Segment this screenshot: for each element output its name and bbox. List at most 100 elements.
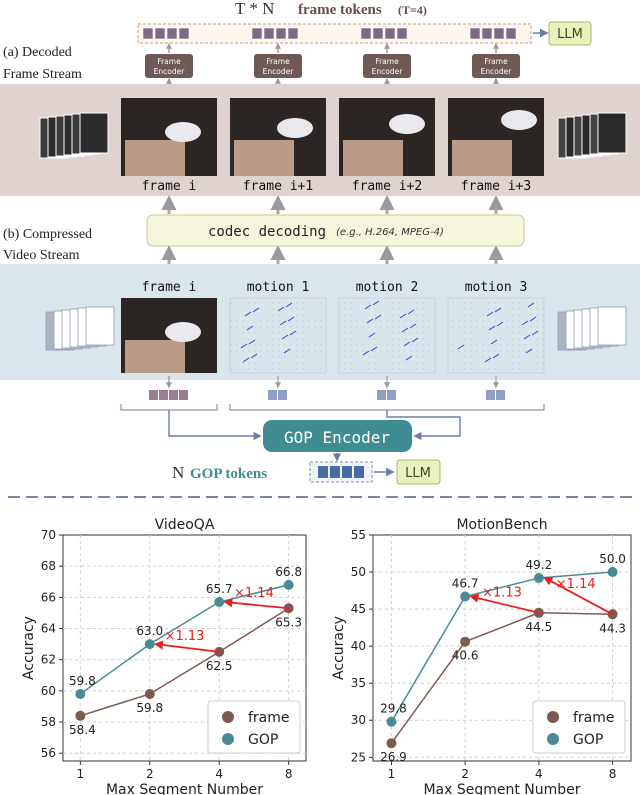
frame-token <box>287 27 299 40</box>
gop-encoder-label: GOP Encoder <box>284 428 390 447</box>
compressed-frame-label: motion 2 <box>356 280 419 295</box>
motion-vector <box>407 309 415 315</box>
motion-vector <box>244 311 252 317</box>
motion-token <box>387 390 396 400</box>
cup-shape <box>277 118 313 138</box>
decoded-stream-stacks <box>39 112 627 159</box>
data-label-GOP: 65.7 <box>206 582 233 596</box>
y-tick-label: 55 <box>351 528 366 542</box>
left-motion-stack-card <box>85 306 115 346</box>
series-line-frame <box>390 612 613 744</box>
data-label-GOP: 46.7 <box>452 577 479 591</box>
frame-token <box>263 27 275 40</box>
hand-shape <box>125 140 185 176</box>
y-tick-label: 62 <box>41 653 56 667</box>
data-label-frame: 62.5 <box>206 659 233 673</box>
compressed-frame-label: motion 1 <box>247 280 310 295</box>
y-tick-label: 60 <box>41 684 56 698</box>
legend-label-frame: frame <box>248 710 290 726</box>
llm-label-top: LLM <box>557 27 583 42</box>
motion-vector <box>277 306 285 312</box>
y-tick-label: 40 <box>351 639 366 653</box>
frame-token <box>178 27 190 40</box>
frame-token <box>251 27 263 40</box>
series-line-GOP <box>79 584 289 695</box>
frame-token <box>481 27 493 40</box>
improvement-label: ×1.14 <box>556 577 596 592</box>
series-line-GOP <box>390 571 613 723</box>
data-point-GOP <box>283 579 294 590</box>
frame-tokens-title: frame tokens <box>298 2 382 18</box>
gop-tokens-label: GOP tokens <box>190 466 267 482</box>
motion-vector <box>529 316 537 322</box>
motion-vector <box>399 313 407 319</box>
i-frame-token <box>149 390 158 400</box>
motion-vector-image <box>447 297 545 374</box>
y-tick-label: 45 <box>351 602 366 616</box>
data-label-frame: 44.5 <box>525 620 552 634</box>
improvement-arrow <box>153 640 220 653</box>
motion-vector <box>285 302 293 308</box>
frame-encoder-label-2: Encoder <box>372 67 404 76</box>
legend-label-GOP: GOP <box>573 732 603 748</box>
motion-vector <box>250 353 258 359</box>
frame-token <box>372 27 384 40</box>
frame-encoder-box <box>472 54 520 78</box>
chart-title: MotionBench <box>456 517 547 533</box>
improvement-arrow <box>543 577 613 616</box>
motion-vector <box>488 325 496 331</box>
motion-vector <box>496 321 504 327</box>
codec-decoding-box <box>146 214 525 247</box>
frame-token <box>360 27 372 40</box>
motion-vector <box>494 307 502 313</box>
y-axis-label: Accuracy <box>331 616 347 680</box>
right-motion-stack-card <box>597 306 627 346</box>
i-frame-token <box>169 390 178 400</box>
decoding-arrows <box>161 195 504 264</box>
legend-marker-GOP <box>222 733 234 745</box>
data-label-frame: 58.4 <box>69 723 96 737</box>
motion-vector <box>372 300 380 306</box>
section-b-line1: (b) Compressed <box>3 227 92 242</box>
motion-vector <box>283 348 291 354</box>
motion-vector <box>523 334 531 340</box>
codec-decoding-note: (e.g., H.264, MPEG-4) <box>336 227 444 238</box>
frame-token <box>154 27 166 40</box>
y-tick-label: 68 <box>41 559 56 573</box>
section-a-line2: Frame Stream <box>3 67 82 82</box>
data-point-GOP <box>144 639 155 650</box>
improvement-label: ×1.14 <box>234 586 274 601</box>
motion-vector <box>403 341 411 347</box>
frame-token <box>384 27 396 40</box>
x-tick-label: 4 <box>535 767 543 781</box>
x-tick-label: 1 <box>77 767 85 781</box>
gop-encoder-box <box>263 420 412 452</box>
frame-encoder-box <box>145 54 193 78</box>
motion-token <box>377 390 386 400</box>
frame-label: frame i+3 <box>461 179 531 194</box>
x-tick-label: 4 <box>215 767 223 781</box>
motion-vector <box>279 320 287 326</box>
compressed-frame-label: motion 3 <box>465 280 528 295</box>
gop-tokens-prefix: N <box>172 463 184 482</box>
motion-vector <box>411 337 419 343</box>
improvement-arrow <box>223 598 289 610</box>
i-frame-token <box>159 390 168 400</box>
frame-encoder-label-2: Encoder <box>154 67 186 76</box>
frame-encoder-box <box>363 54 411 78</box>
frame-tokens-bar <box>137 23 532 44</box>
y-tick-label: 30 <box>351 713 366 727</box>
data-point-frame <box>75 710 86 721</box>
legend-marker-GOP <box>547 733 559 745</box>
gop-token <box>318 466 328 478</box>
motion-vector <box>521 320 529 326</box>
y-tick-label: 50 <box>351 565 366 579</box>
motion-token <box>496 390 505 400</box>
data-label-GOP: 29.8 <box>380 702 407 716</box>
data-point-GOP <box>533 572 544 583</box>
compressed-frame-label: frame i <box>142 280 197 295</box>
motion-to-gop-arrow <box>386 410 461 441</box>
section-a-line1: (a) Decoded <box>3 45 72 60</box>
right-frame-stack-card <box>597 112 627 154</box>
